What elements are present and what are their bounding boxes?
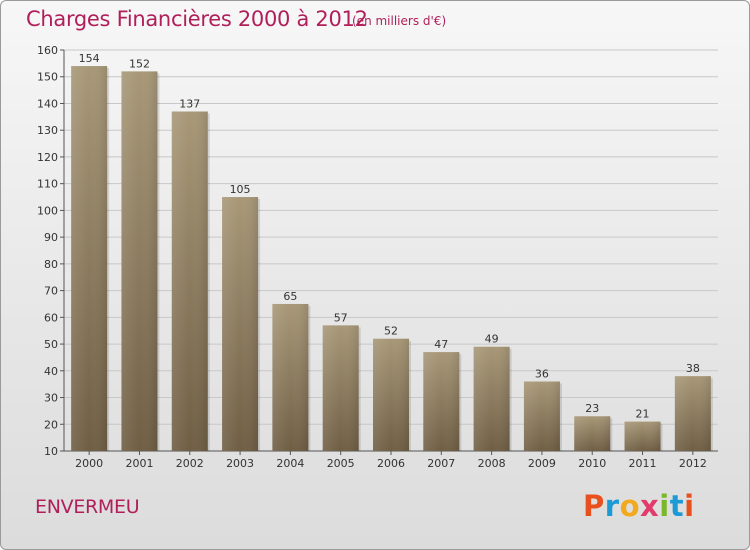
proxiti-logo: Proxiti <box>583 489 695 523</box>
logo-letter: x <box>640 489 660 523</box>
logo-letter: t <box>669 489 685 523</box>
bars <box>71 66 713 452</box>
commune-name: ENVERMEU <box>35 496 140 518</box>
logo-letter: P <box>583 489 605 523</box>
value-label: 49 <box>485 333 499 346</box>
x-tick-label: 2002 <box>176 457 204 470</box>
value-label: 36 <box>535 367 549 380</box>
y-tick-label: 120 <box>37 151 58 164</box>
y-tick-label: 70 <box>44 285 58 298</box>
y-tick-label: 60 <box>44 311 58 324</box>
bar-highlight <box>71 66 108 451</box>
bar-highlight <box>222 197 259 451</box>
bar-highlight <box>373 338 409 451</box>
value-label: 23 <box>585 402 599 415</box>
x-tick-label: 2001 <box>125 457 153 470</box>
y-tick-label: 40 <box>44 365 58 378</box>
x-tick-label: 2006 <box>377 457 405 470</box>
x-tick-label: 2008 <box>478 457 506 470</box>
x-tick-label: 2003 <box>226 457 254 470</box>
bar-highlight <box>322 325 359 451</box>
y-tick-label: 90 <box>44 231 58 244</box>
x-tick-label: 2005 <box>327 457 355 470</box>
value-label: 52 <box>384 325 398 338</box>
bar-highlight <box>272 303 309 451</box>
value-label: 154 <box>79 52 100 65</box>
x-tick-label: 2000 <box>75 457 103 470</box>
x-tick-label: 2007 <box>427 457 455 470</box>
y-tick-label: 150 <box>37 71 58 84</box>
y-tick-label: 20 <box>44 418 58 431</box>
value-label: 105 <box>230 183 251 196</box>
x-tick-label: 2010 <box>578 457 606 470</box>
bar-highlight <box>624 421 661 451</box>
x-tick-label: 2011 <box>629 457 657 470</box>
bar-highlight <box>523 381 560 451</box>
y-tick-label: 100 <box>37 204 58 217</box>
y-tick-label: 110 <box>37 178 58 191</box>
bar-highlight <box>574 416 611 451</box>
y-tick-label: 130 <box>37 124 58 137</box>
bar-highlight <box>171 111 208 451</box>
value-labels: 154 152 137 105 65 57 52 47 49 36 23 21 38 <box>79 52 700 421</box>
value-label: 65 <box>283 290 297 303</box>
bar-highlight <box>121 71 158 452</box>
x-tick-label: 2012 <box>679 457 707 470</box>
chart-title: Charges Financières 2000 à 2012 <box>26 7 368 31</box>
y-tick-label: 30 <box>44 392 58 405</box>
y-tick-label: 160 <box>37 44 58 57</box>
value-label: 152 <box>129 57 150 70</box>
logo-letter: r <box>604 489 620 523</box>
x-tick-label: 2009 <box>528 457 556 470</box>
logo-letter: i <box>684 489 695 523</box>
chart-subtitle: (en milliers d'€) <box>352 14 447 28</box>
value-label: 57 <box>334 311 348 324</box>
y-tick-label: 10 <box>44 445 58 458</box>
value-label: 47 <box>434 338 448 351</box>
value-label: 137 <box>179 97 200 110</box>
value-label: 21 <box>636 408 650 421</box>
logo-letter: o <box>619 489 641 523</box>
logo-letter: i <box>659 489 670 523</box>
value-label: 38 <box>686 362 700 375</box>
x-tick-label: 2004 <box>276 457 304 470</box>
bar-highlight <box>423 352 460 451</box>
bar-highlight <box>473 346 510 451</box>
y-tick-label: 50 <box>44 338 58 351</box>
y-tick-label: 80 <box>44 258 58 271</box>
bar-highlight <box>674 376 711 451</box>
y-tick-label: 140 <box>37 97 58 110</box>
